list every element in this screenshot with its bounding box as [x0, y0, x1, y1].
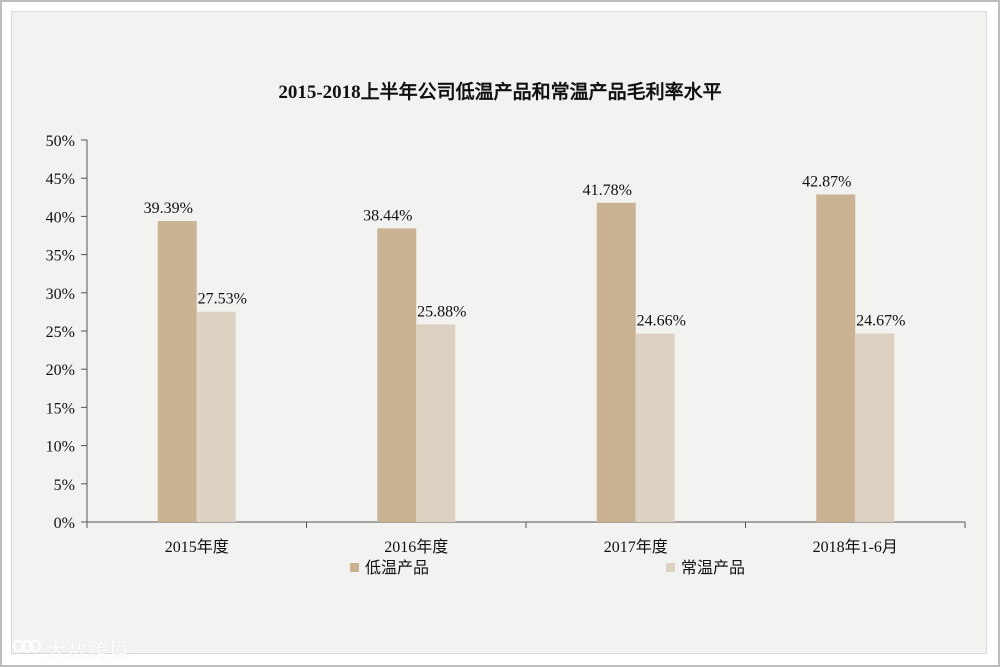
data-label: 24.67%	[856, 313, 905, 330]
data-label: 41.78%	[583, 182, 632, 199]
y-tick-label: 35%	[46, 248, 75, 265]
legend-swatch	[666, 563, 675, 572]
x-tick-label: 2015年度	[165, 538, 229, 556]
y-tick-label: 20%	[46, 362, 75, 379]
y-tick-label: 15%	[46, 400, 75, 417]
data-label: 42.87%	[802, 173, 851, 190]
bars	[157, 194, 895, 523]
bar	[596, 202, 636, 523]
y-tick-label: 0%	[54, 515, 75, 532]
legend-label: 常温产品	[681, 558, 745, 577]
x-tick-label: 2016年度	[384, 538, 448, 556]
y-tick-label: 5%	[54, 477, 75, 494]
bar	[196, 311, 236, 522]
x-tick-label: 2018年1-6月	[813, 538, 898, 556]
data-label: 25.88%	[417, 303, 466, 320]
y-tick-label: 45%	[46, 171, 75, 188]
watermark-text: 大数跨境	[46, 638, 130, 662]
logo-icon	[12, 636, 42, 661]
legend-label: 低温产品	[365, 558, 429, 577]
y-tick-label: 30%	[46, 286, 75, 303]
data-label: 38.44%	[363, 207, 412, 224]
x-tick-label: 2017年度	[604, 538, 668, 556]
bar	[635, 333, 675, 522]
y-tick-label: 40%	[46, 209, 75, 226]
chart-title: 2015-2018上半年公司低温产品和常温产品毛利率水平	[278, 80, 721, 103]
bar-labels: 39.39% 38.44% 41.78% 42.87% 27.53% 25.88% 24.6…	[144, 173, 906, 329]
y-tick-label: 10%	[46, 439, 75, 456]
data-label: 27.53%	[198, 291, 247, 308]
watermark: 大数跨境	[12, 634, 130, 663]
legend: 低温产品 常温产品	[350, 558, 745, 577]
bar	[377, 228, 417, 522]
legend-swatch	[350, 563, 359, 572]
axes: 0% 5% 10% 15% 20% 25% 30% 35% 40% 45% 50% 2015年度 201…	[46, 133, 966, 556]
y-tick-label: 50%	[46, 133, 75, 150]
bar	[416, 324, 456, 522]
data-label: 24.66%	[637, 313, 686, 330]
data-label: 39.39%	[144, 200, 193, 217]
bar	[157, 221, 197, 522]
bar	[816, 194, 856, 522]
bar	[855, 333, 895, 522]
y-tick-label: 25%	[46, 324, 75, 341]
